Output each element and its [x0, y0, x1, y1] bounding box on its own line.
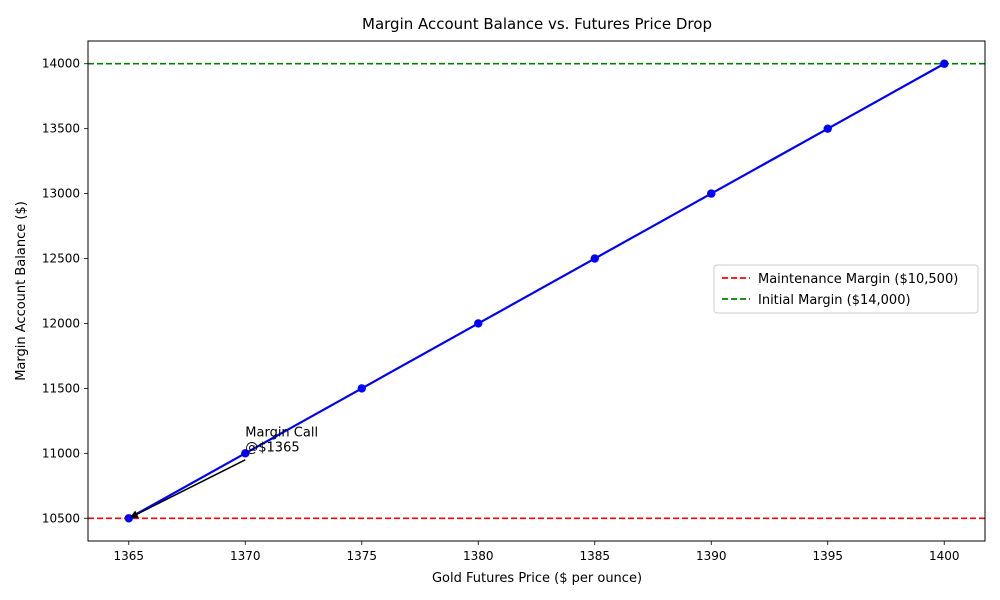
y-tick-label-11000: 11000 [42, 446, 80, 460]
margin-call-annotation-line-1: Margin Call [245, 425, 318, 440]
x-tick-label-1365: 1365 [113, 549, 144, 563]
y-tick-label-14000: 14000 [42, 57, 80, 71]
x-tick-label-1375: 1375 [346, 549, 377, 563]
chart-title: Margin Account Balance vs. Futures Price… [362, 15, 712, 33]
x-axis-label: Gold Futures Price ($ per ounce) [432, 571, 642, 586]
y-tick-label-13500: 13500 [42, 122, 80, 136]
y-tick-label-12500: 12500 [42, 252, 80, 266]
y-tick-label-12000: 12000 [42, 316, 80, 330]
y-tick-label-10500: 10500 [42, 511, 80, 525]
legend-label-maintenance: Maintenance Margin ($10,500) [758, 272, 958, 287]
legend-box [713, 264, 979, 314]
plot-area: 1365 1370 1375 1380 1385 1390 1395 1400 10500 110… [42, 57, 985, 563]
plot-frame [87, 40, 986, 542]
x-tick-label-1380: 1380 [463, 549, 494, 563]
y-tick-label-13000: 13000 [42, 187, 80, 201]
data-point-1385 [590, 254, 599, 263]
data-point-1400 [940, 59, 949, 68]
data-point-1380 [474, 319, 483, 328]
margin-call-arrow [129, 459, 246, 518]
y-tick-label-11500: 11500 [42, 381, 80, 395]
x-tick-label-1370: 1370 [230, 549, 261, 563]
data-point-1370 [241, 449, 250, 458]
x-tick-label-1390: 1390 [696, 549, 727, 563]
legend: Maintenance Margin ($10,500) Initial Mar… [713, 264, 979, 314]
x-tick-label-1400: 1400 [929, 549, 960, 563]
data-point-1390 [707, 189, 716, 198]
legend-label-initial: Initial Margin ($14,000) [758, 293, 911, 308]
series-line [128, 62, 945, 520]
y-axis-label: Margin Account Balance ($) [14, 201, 29, 381]
x-tick-label-1385: 1385 [579, 549, 610, 563]
x-tick-label-1395: 1395 [812, 549, 843, 563]
data-point-1395 [823, 124, 832, 133]
data-point-1375 [357, 384, 366, 393]
margin-call-annotation-line-2: @$1365 [245, 440, 299, 455]
data-point-1365 [124, 514, 133, 523]
